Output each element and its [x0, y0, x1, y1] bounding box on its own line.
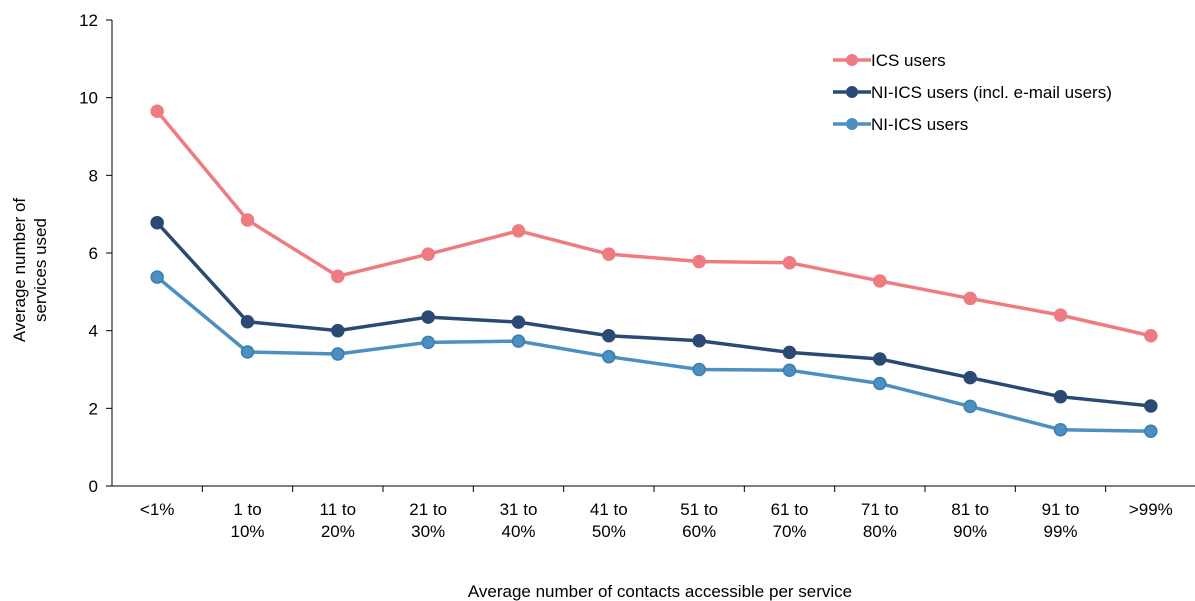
- data-point: [240, 314, 255, 329]
- series-line: [155, 221, 1152, 408]
- legend-label: NI-ICS users: [871, 115, 968, 134]
- data-point: [692, 254, 706, 269]
- data-point: [1053, 389, 1068, 404]
- data-point: [331, 269, 345, 284]
- data-point: [782, 345, 797, 360]
- legend-item: NI-ICS users: [833, 115, 968, 134]
- legend-swatch-marker: [846, 54, 858, 66]
- data-point: [240, 213, 255, 227]
- data-point: [421, 335, 435, 350]
- legend-item: ICS users: [833, 51, 946, 70]
- y-axis: 0 2 4 6 8 10 12: [79, 11, 113, 496]
- x-tick-label: 31 to 40%: [500, 500, 538, 541]
- y-tick-label: 12: [79, 11, 98, 30]
- data-point: [511, 334, 526, 348]
- series-1: [150, 104, 1158, 343]
- data-point: [782, 363, 797, 378]
- x-tick-label: 11 to 20%: [320, 500, 357, 541]
- y-tick-label: 10: [79, 89, 98, 108]
- y-tick-label: 4: [89, 322, 98, 341]
- series-3: [150, 270, 1158, 438]
- data-point: [602, 247, 616, 261]
- y-axis-title-line-1: Average number of: [10, 198, 29, 343]
- y-tick-label: 6: [89, 244, 98, 263]
- y-axis-title-line-2: services used: [31, 218, 50, 322]
- data-point: [782, 255, 797, 270]
- series-2: [150, 215, 1158, 413]
- series-line: [155, 110, 1152, 338]
- x-tick-label: 61 to 70%: [771, 500, 809, 541]
- series-line: [156, 275, 1151, 433]
- x-tick-label: 1 to 10%: [230, 500, 264, 541]
- data-point: [421, 247, 435, 261]
- data-point: [602, 328, 616, 343]
- x-tick-label: 21 to 30%: [409, 500, 447, 541]
- legend-swatch-marker: [846, 118, 858, 130]
- data-point: [873, 274, 887, 288]
- x-axis-title: Average number of contacts accessible pe…: [468, 582, 852, 601]
- x-tick-label: <1%: [140, 500, 175, 519]
- y-tick-label: 8: [89, 166, 98, 185]
- data-point: [963, 370, 977, 385]
- legend-label: NI-ICS users (incl. e-mail users): [871, 83, 1112, 102]
- data-point: [692, 362, 706, 377]
- data-point: [331, 323, 345, 338]
- x-tick-label: 51 to 60%: [680, 500, 718, 541]
- data-point: [1144, 399, 1158, 413]
- y-tick-label: 2: [89, 399, 98, 418]
- legend-label: ICS users: [871, 51, 946, 70]
- data-point: [511, 315, 526, 329]
- data-point: [963, 399, 977, 414]
- data-point: [692, 334, 706, 348]
- x-tick-label: 71 to 80%: [861, 500, 899, 541]
- x-tick-label: 91 to 99%: [1042, 500, 1080, 541]
- data-point: [511, 224, 526, 238]
- data-point: [873, 352, 887, 366]
- x-tick-label: >99%: [1129, 500, 1173, 519]
- x-tick-label: 41 to 50%: [590, 500, 628, 541]
- data-point: [421, 310, 435, 324]
- data-point: [963, 291, 977, 306]
- data-point: [1053, 422, 1068, 437]
- data-point: [1144, 424, 1158, 438]
- data-point: [240, 345, 255, 359]
- data-point: [150, 104, 164, 119]
- data-point: [150, 270, 164, 284]
- x-tick-label: 81 to 90%: [951, 500, 989, 541]
- data-point: [1144, 328, 1158, 343]
- data-point: [150, 215, 164, 230]
- data-point: [873, 376, 887, 391]
- x-axis: <1% 1 to 10% 11 to 20% 21 to 30% 31 to 40% 41 to 5…: [112, 485, 1195, 541]
- y-tick-label: 0: [89, 477, 98, 496]
- legend-swatch-marker: [846, 86, 858, 98]
- legend-item: NI-ICS users (incl. e-mail users): [833, 83, 1112, 102]
- legend: ICS users NI-ICS users (incl. e-mail user…: [833, 51, 1112, 134]
- data-point: [602, 349, 616, 364]
- data-point: [1053, 308, 1068, 322]
- series-layer: [150, 104, 1158, 438]
- data-point: [331, 347, 345, 361]
